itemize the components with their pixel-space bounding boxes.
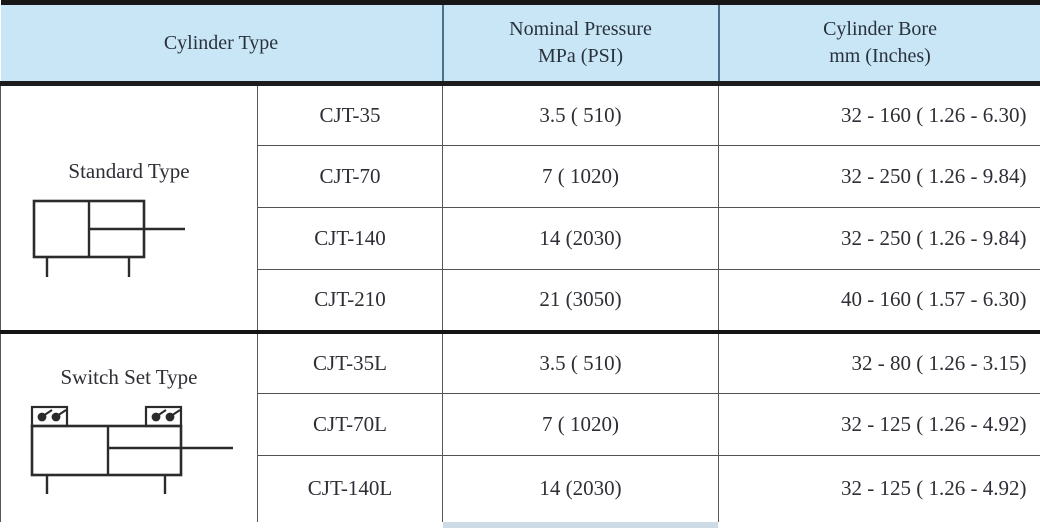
pressure-cell: 14 (2030) [442,455,719,522]
model-cell: CJT-70L [256,393,443,456]
bore-cell: 32 - 125 ( 1.26 - 4.92) [718,393,1040,456]
bore-cell: 32 - 160 ( 1.26 - 6.30) [718,83,1040,146]
table-row: CJT-140 14 (2030) 32 - 250 ( 1.26 - 9.84… [1,207,1040,270]
model-cell: CJT-210 [256,269,443,332]
bore-cell: 32 - 250 ( 1.26 - 9.84) [718,145,1040,208]
bore-cell: 40 - 160 ( 1.57 - 6.30) [718,269,1040,332]
pressure-cell: 7 ( 1020) [442,393,719,456]
bore-cell: 32 - 80 ( 1.26 - 3.15) [718,329,1040,394]
table-row: CJT-210 21 (3050) 40 - 160 ( 1.57 - 6.30… [1,269,1040,332]
standard-type-cell: Standard Type [0,83,258,332]
table-row: CJT-140L 14 (2030) 32 - 125 ( 1.26 - 4.9… [1,455,1040,522]
header-cylinder-type: Cylinder Type [0,0,443,86]
header-bore-line1: Cylinder Bore [823,18,937,40]
header-bore-line2: mm (Inches) [829,45,931,67]
standard-cylinder-schematic-icon [32,199,185,277]
pressure-cell: 21 (3050) [442,269,719,332]
header-row: Cylinder Type Nominal Pressure MPa (PSI)… [0,0,1040,86]
bore-cell: 32 - 125 ( 1.26 - 4.92) [718,455,1040,522]
pressure-cell: 3.5 ( 510) [442,329,719,394]
standard-type-label: Standard Type [68,159,190,183]
model-cell: CJT-35L [256,329,443,394]
table-row: CJT-70 7 ( 1020) 32 - 250 ( 1.26 - 9.84) [1,145,1040,208]
header-pressure-line1: Nominal Pressure [509,18,652,40]
switch-set-type-label: Switch Set Type [60,364,198,389]
pressure-cell: 7 ( 1020) [442,145,719,208]
switch-set-type-cell: Switch Set Type [0,329,258,522]
table-row: Switch Set Type [0,329,1040,522]
model-cell: CJT-140L [256,455,443,522]
switch-set-cylinder-schematic-icon [30,405,233,494]
model-cell: CJT-35 [256,83,443,146]
pressure-cell: 3.5 ( 510) [442,83,719,146]
header-pressure-line2: MPa (PSI) [538,45,624,67]
next-table-top-edge [443,522,718,528]
model-cell: CJT-70 [256,145,443,208]
table-row: Standard Type CJT-35 3.5 ( 510) 32 - 160 [0,83,1040,332]
bore-cell: 32 - 250 ( 1.26 - 9.84) [718,207,1040,270]
model-cell: CJT-140 [256,207,443,270]
table-row: CJT-70L 7 ( 1020) 32 - 125 ( 1.26 - 4.92… [1,393,1040,456]
pressure-cell: 14 (2030) [442,207,719,270]
header-nominal-pressure: Nominal Pressure MPa (PSI) [441,0,719,86]
header-cylinder-bore: Cylinder Bore mm (Inches) [717,0,1040,86]
